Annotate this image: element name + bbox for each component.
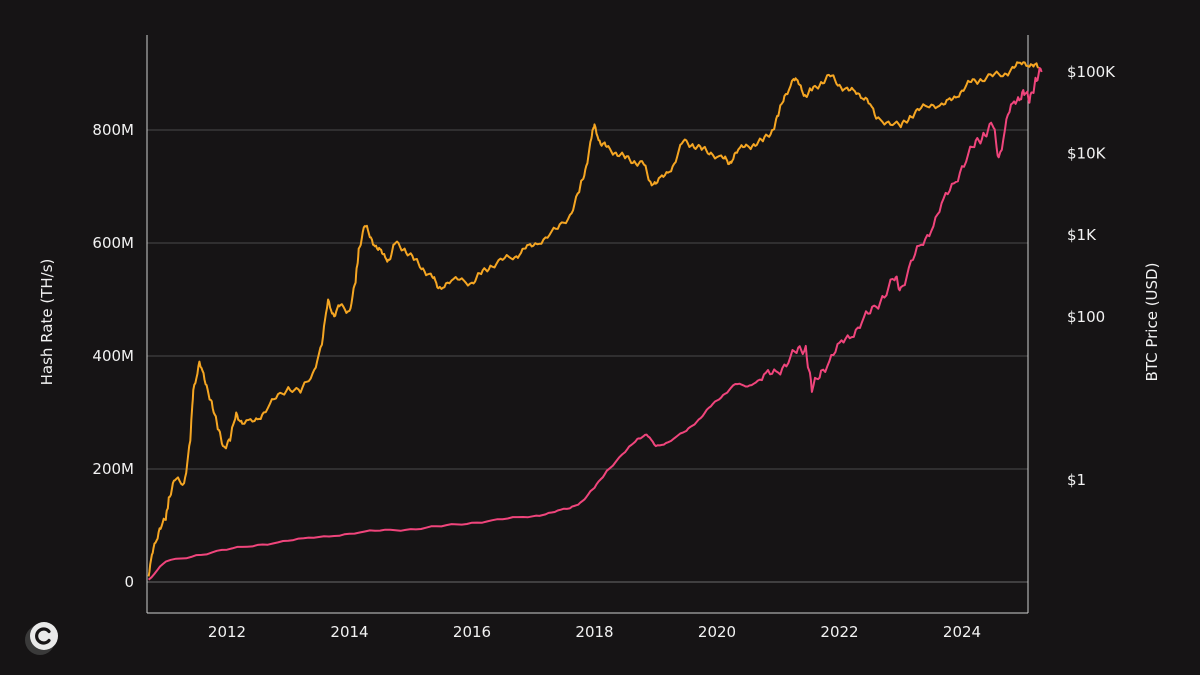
x-tick-label: 2014	[330, 623, 368, 641]
y-left-tick-label: 400M	[92, 347, 134, 365]
btc-price-series-line	[147, 67, 1043, 581]
y-left-tick-label: 600M	[92, 234, 134, 252]
grid-lines	[147, 129, 1028, 583]
y-right-tick-label: $1	[1067, 471, 1086, 489]
axis-frame	[146, 35, 1029, 614]
series-lines	[147, 61, 1043, 581]
x-tick-label: 2024	[943, 623, 981, 641]
x-tick-label: 2016	[453, 623, 491, 641]
y-right-tick-label: $10K	[1067, 145, 1107, 163]
y-right-tick-label: $100	[1067, 308, 1105, 326]
y-left-tick-label: 0	[124, 573, 134, 591]
y-left-tick-label: 800M	[92, 121, 134, 139]
y-left-tick-label: 200M	[92, 460, 134, 478]
coingecko-logo-icon	[25, 622, 58, 655]
y-axis-right-title: BTC Price (USD)	[1143, 263, 1161, 382]
y-right-tick-label: $1K	[1067, 226, 1097, 244]
hash-rate-series-line	[147, 61, 1040, 577]
y-right-tick-label: $100K	[1067, 63, 1116, 81]
x-tick-label: 2020	[698, 623, 736, 641]
x-tick-label: 2022	[820, 623, 858, 641]
tick-labels: 0 200M 400M 600M 800M $1 $100 $1K $10K $100K 2012 2…	[92, 63, 1116, 641]
x-tick-label: 2018	[575, 623, 613, 641]
y-axis-left-title: Hash Rate (TH/s)	[38, 259, 56, 386]
x-tick-label: 2012	[208, 623, 246, 641]
